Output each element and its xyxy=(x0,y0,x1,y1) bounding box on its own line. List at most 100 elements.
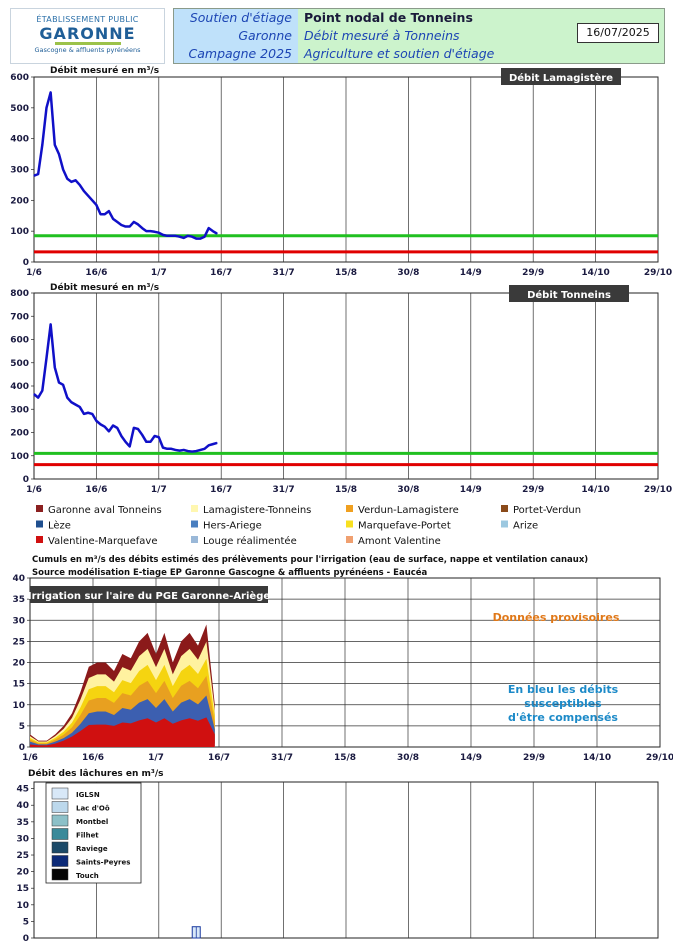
legend-swatch xyxy=(191,520,198,528)
legend-swatch xyxy=(36,505,43,512)
legend-label: Marquefave-Portet xyxy=(358,521,451,532)
chart1-point xyxy=(50,91,52,94)
chart2-point xyxy=(108,430,110,432)
chart2-x-tick-label: 29/10 xyxy=(644,485,672,495)
chart1-point xyxy=(158,232,160,234)
chart3-subtitle-1: Cumuls en m³/s des débits estimés des pr… xyxy=(32,554,588,565)
chart3-y-tick-label: 5 xyxy=(19,722,25,732)
chart4-legend-swatch xyxy=(51,868,69,881)
chart2-y-tick-label: 800 xyxy=(10,289,29,299)
chart2-x-tick-label: 16/7 xyxy=(210,485,232,495)
chart2-x-tick-label: 1/7 xyxy=(151,485,167,495)
chart1-x-tick-label: 1/6 xyxy=(26,268,42,278)
chart4-legend-label: Touch xyxy=(76,872,99,880)
legend-swatch xyxy=(346,505,353,512)
chart2-point xyxy=(170,448,172,450)
chart1-point xyxy=(208,227,210,229)
legend-swatch xyxy=(36,520,43,528)
chart3-annotation-blue: susceptibles xyxy=(524,697,602,710)
chart2-title-box xyxy=(509,285,629,302)
chart3-title-box xyxy=(30,586,268,603)
chart4-legend-swatch xyxy=(51,801,69,813)
chart3-y-tick-label: 30 xyxy=(12,616,25,626)
legend-swatch xyxy=(191,505,198,512)
chart2-point xyxy=(212,443,214,445)
chart3-subtitle-2: Source modélisation E-tiage EP Garonne G… xyxy=(32,567,428,578)
chart2-point xyxy=(179,450,181,452)
chart2-point xyxy=(149,441,152,443)
chart2-point xyxy=(162,447,164,449)
logo-wave xyxy=(55,42,121,45)
chart1-point xyxy=(129,225,131,228)
logo-line1: ÉTABLISSEMENT PUBLIC xyxy=(36,15,139,24)
chart3-x-tick-label: 16/7 xyxy=(208,753,230,763)
chart3-x-tick-label: 1/6 xyxy=(22,753,38,763)
chart3-y-tick-label: 10 xyxy=(12,701,25,711)
chart3-x-tick-label: 29/10 xyxy=(646,753,673,763)
chart1-title: Débit Lamagistère xyxy=(509,72,613,84)
chart3-x-tick-label: 1/7 xyxy=(148,753,164,763)
legend-label: Verdun-Lamagistere xyxy=(358,505,459,516)
chart2-x-tick-label: 31/7 xyxy=(273,485,295,495)
chart2-title: Débit Tonneins xyxy=(527,289,611,301)
chart2-y-tick-label: 600 xyxy=(10,336,29,346)
chart1-x-tick-label: 31/7 xyxy=(273,268,295,278)
chart3-x-tick-label: 14/10 xyxy=(583,753,611,763)
chart2-point xyxy=(203,448,206,450)
chart1-point xyxy=(108,210,110,212)
chart2-point xyxy=(99,423,102,425)
chart1-point xyxy=(212,230,214,232)
chart2-point xyxy=(199,449,201,451)
chart3-y-tick-label: 25 xyxy=(12,637,25,647)
legend-swatch xyxy=(346,536,353,543)
legend-label: Portet-Verdun xyxy=(513,505,581,516)
chart1-point xyxy=(95,204,97,206)
chart2-y-tick-label: 500 xyxy=(10,359,29,369)
chart3-x-tick-label: 31/7 xyxy=(271,753,293,763)
chart4-legend-label: Montbel xyxy=(76,818,108,826)
chart4-legend-label: Saints-Peyres xyxy=(76,859,130,867)
legend-label: Arize xyxy=(513,521,538,532)
chart1-point xyxy=(120,224,122,226)
header-left-line2: Garonne xyxy=(238,28,292,43)
chart4-legend-swatch xyxy=(51,841,69,854)
chart2-point xyxy=(137,428,139,430)
legend-label: Hers-Ariege xyxy=(203,521,262,532)
chart1-y-tick-label: 0 xyxy=(23,258,29,268)
chart2-x-tick-label: 14/9 xyxy=(460,485,482,495)
header-left-line1: Soutien d'étiage xyxy=(189,10,292,25)
chart2-y-tick-label: 400 xyxy=(10,382,29,392)
chart2-point xyxy=(45,357,48,359)
chart1-point xyxy=(187,235,189,237)
chart2-point xyxy=(87,412,89,414)
chart1-ylabel: Débit mesuré en m³/s xyxy=(50,65,159,76)
chart2-point xyxy=(191,450,193,453)
chart2-point xyxy=(37,397,39,399)
chart2-point xyxy=(174,449,177,451)
chart1-point xyxy=(141,227,143,229)
chart2-point xyxy=(216,442,218,444)
chart2-point xyxy=(120,435,122,437)
chart3-annotation-blue: En bleu les débits xyxy=(508,683,619,696)
chart1-x-tick-label: 14/10 xyxy=(581,268,609,278)
chart1-x-tick-label: 1/7 xyxy=(151,268,167,278)
chart1-y-tick-label: 500 xyxy=(10,104,29,114)
chart1-x-tick-label: 16/7 xyxy=(210,268,232,278)
legend-label: Lamagistere-Tonneins xyxy=(203,505,311,516)
chart1-point xyxy=(112,218,114,220)
chart2-y-tick-label: 200 xyxy=(10,429,29,439)
chart2-point xyxy=(166,448,168,450)
chart1-y-tick-label: 300 xyxy=(10,166,29,176)
chart1-point xyxy=(45,107,48,109)
chart4-legend-swatch xyxy=(51,814,69,827)
chart4-y-tick-label: 25 xyxy=(16,851,29,861)
chart1-point xyxy=(83,190,85,192)
chart4-y-tick-label: 35 xyxy=(16,818,29,828)
chart3-x-tick-label: 30/8 xyxy=(397,753,419,763)
chart1-x-tick-label: 15/8 xyxy=(335,268,357,278)
chart2-y-tick-label: 0 xyxy=(23,475,29,485)
legend-swatch xyxy=(191,536,198,543)
chart1-y-tick-label: 600 xyxy=(10,73,29,83)
chart1-x-tick-label: 14/9 xyxy=(460,268,482,278)
